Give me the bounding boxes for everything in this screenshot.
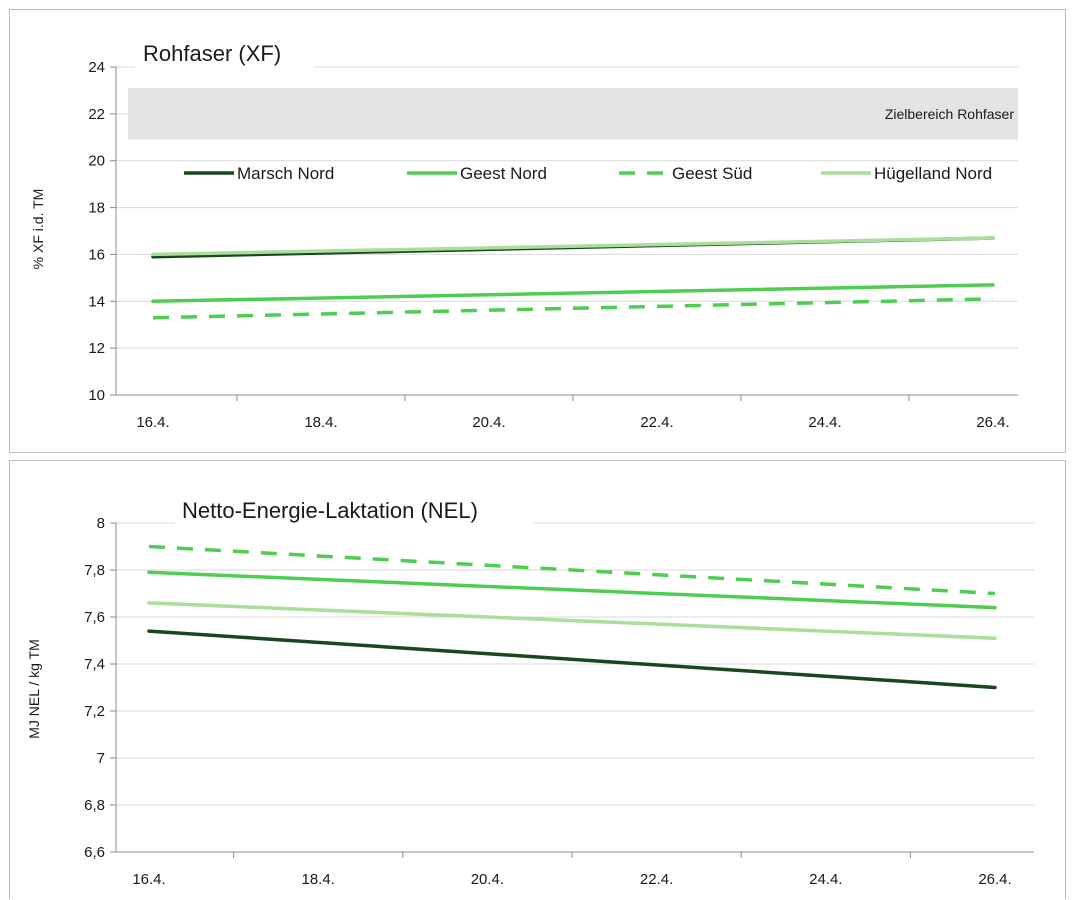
series-line-geest-süd bbox=[148, 544, 996, 596]
target-band bbox=[128, 88, 1018, 140]
series-line-geest-nord bbox=[147, 570, 997, 610]
legend-label: Hügelland Nord bbox=[874, 164, 992, 183]
y-axis-label: MJ NEL / kg TM bbox=[26, 639, 42, 739]
y-tick-label: 10 bbox=[88, 387, 105, 404]
y-axis-label: % XF i.d. TM bbox=[30, 189, 46, 270]
y-tick-label: 22 bbox=[88, 106, 105, 123]
x-tick-label: 24.4. bbox=[808, 414, 841, 431]
y-tick-label: 6,8 bbox=[84, 797, 105, 814]
y-tick-label: 24 bbox=[88, 59, 105, 76]
x-tick-label: 20.4. bbox=[472, 414, 505, 431]
y-tick-label: 18 bbox=[88, 200, 105, 217]
y-tick-label: 16 bbox=[88, 246, 105, 263]
chart-nel: 6,6 6,8 7 7,2 7,4 7,6 7,8 8 16.4. 18.4. 20.4. 22.4… bbox=[9, 460, 1066, 899]
series-line-hügelland-nord bbox=[151, 236, 995, 257]
series-line-geest-süd bbox=[152, 297, 994, 320]
y-tick-label: 7,6 bbox=[84, 609, 105, 626]
y-tick-label: 7 bbox=[97, 750, 105, 767]
series-line-marsch-nord bbox=[147, 629, 997, 690]
x-tick-label: 24.4. bbox=[809, 871, 842, 888]
y-tick-label: 12 bbox=[88, 340, 105, 357]
legend-label: Geest Süd bbox=[672, 164, 752, 183]
series-line-geest-nord bbox=[151, 283, 995, 304]
x-tick-label: 22.4. bbox=[640, 871, 673, 888]
x-tick-label: 26.4. bbox=[978, 871, 1011, 888]
x-tick-label: 16.4. bbox=[136, 414, 169, 431]
title-background bbox=[175, 493, 533, 527]
chart-title: Rohfaser (XF) bbox=[143, 41, 281, 66]
target-band-label: Zielbereich Rohfaser bbox=[885, 106, 1015, 122]
chart-title: Netto-Energie-Laktation (NEL) bbox=[182, 498, 478, 523]
x-tick-label: 20.4. bbox=[471, 871, 504, 888]
y-tick-label: 7,8 bbox=[84, 562, 105, 579]
x-tick-label: 18.4. bbox=[304, 414, 337, 431]
y-tick-label: 8 bbox=[97, 515, 105, 532]
x-tick-label: 22.4. bbox=[640, 414, 673, 431]
legend-label: Geest Nord bbox=[460, 164, 547, 183]
legend-label: Marsch Nord bbox=[237, 164, 334, 183]
chart-rohfaser: Zielbereich Rohfaser 10 12 14 16 18 20 22 24 16… bbox=[9, 9, 1066, 453]
title-background bbox=[135, 40, 315, 74]
x-tick-label: 26.4. bbox=[976, 414, 1009, 431]
y-tick-label: 7,4 bbox=[84, 656, 105, 673]
y-tick-label: 6,6 bbox=[84, 844, 105, 861]
y-tick-label: 14 bbox=[88, 293, 105, 310]
series-line-hügelland-nord bbox=[147, 601, 997, 640]
chart-rohfaser-svg: Zielbereich Rohfaser 10 12 14 16 18 20 22 24 16… bbox=[30, 40, 1018, 431]
x-tick-label: 16.4. bbox=[132, 871, 165, 888]
chart-nel-svg: 6,6 6,8 7 7,2 7,4 7,6 7,8 8 16.4. 18.4. 20.4. 22.4… bbox=[26, 493, 1034, 888]
x-tick-label: 18.4. bbox=[302, 871, 335, 888]
y-tick-label: 7,2 bbox=[84, 703, 105, 720]
y-tick-label: 20 bbox=[88, 153, 105, 170]
